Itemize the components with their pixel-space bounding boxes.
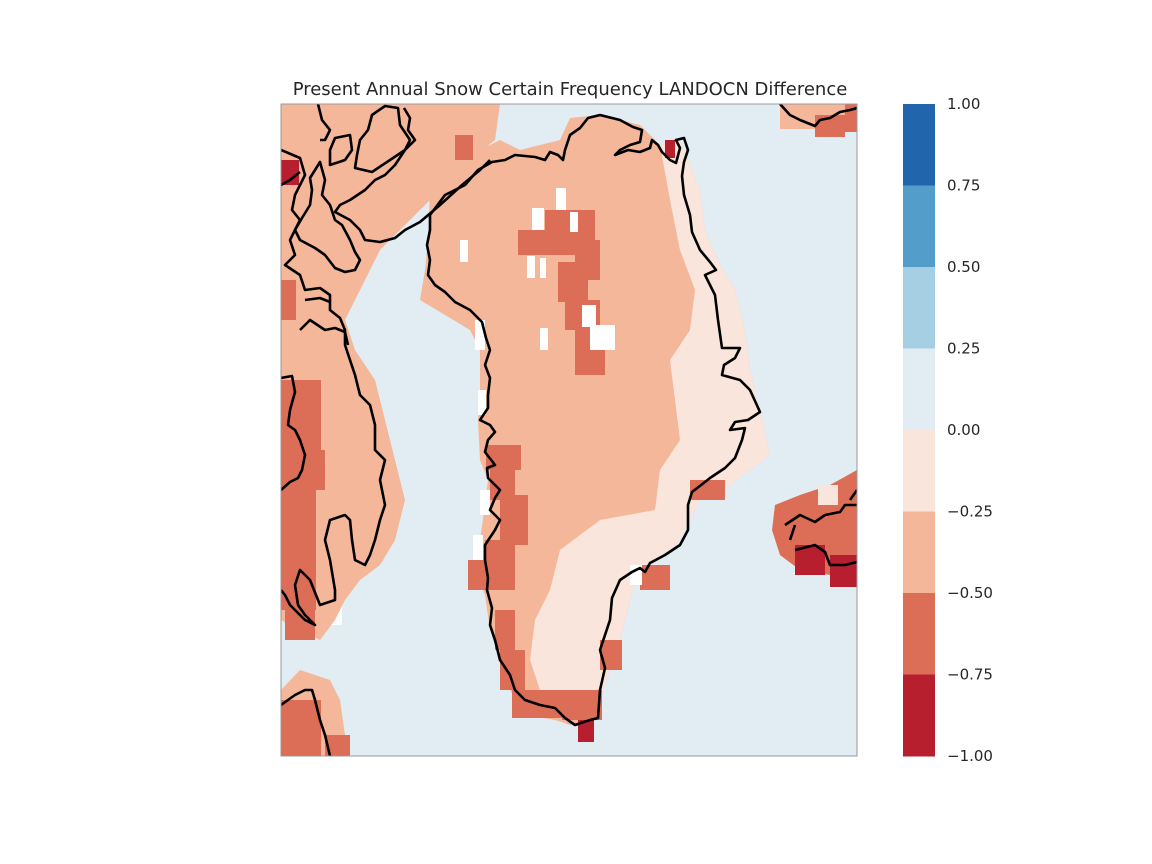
ellesmere-east-coastline xyxy=(353,104,412,174)
ellesmere-inner-coastline xyxy=(293,160,362,274)
colorbar-tick-label: 0.50 xyxy=(947,258,980,276)
baffin-coastline xyxy=(281,688,332,756)
greenland-field-darkest xyxy=(578,140,675,742)
ellesmere-north-coastline xyxy=(328,133,354,167)
baffin-field-dark xyxy=(281,700,350,756)
map-frame xyxy=(280,103,858,757)
northwest-coastline xyxy=(281,170,301,187)
colorbar-tick-label: 0.75 xyxy=(947,177,980,195)
colorbar-bin xyxy=(903,511,935,594)
devon-coastline xyxy=(281,374,307,491)
colorbar-tick-label: 0.25 xyxy=(947,340,980,358)
colorbar-tick-label: 0.00 xyxy=(947,421,980,439)
greenland-coastline xyxy=(425,113,762,727)
greenland-field-pale xyxy=(530,140,770,700)
colorbar-bins xyxy=(903,104,935,757)
coastlines xyxy=(281,104,857,756)
iceland-coastline xyxy=(784,489,857,567)
iceland-field-pale xyxy=(818,485,838,505)
ellesmere-coastline xyxy=(281,148,387,627)
colorbar-bin xyxy=(903,185,935,268)
canada-field-salmon xyxy=(281,104,500,640)
colorbar-tick-label: 1.00 xyxy=(947,95,980,113)
colorbar-bin xyxy=(903,104,935,186)
colorbar-bin xyxy=(903,674,935,757)
colorbar-tick-label: −0.50 xyxy=(947,584,993,602)
colorbar-tick-label: −0.25 xyxy=(947,503,993,521)
colorbar-bin xyxy=(903,267,935,349)
colorbar-tick-label: −0.75 xyxy=(947,666,993,684)
colorbar-tick-label: −1.00 xyxy=(947,747,993,765)
canada-upper-coastline xyxy=(299,296,350,346)
canada-field-darkest xyxy=(281,160,299,185)
colorbar-ticks: 1.00 0.75 0.50 0.25 0.00 −0.25 −0.50 −0.75 −1.00 xyxy=(947,95,993,765)
svalbard-coastline xyxy=(779,104,857,128)
colorbar-bin xyxy=(903,430,935,512)
colorbar-bin xyxy=(903,593,935,675)
ellesmere-strait-coastline xyxy=(316,104,491,244)
colorbar-bin xyxy=(903,348,935,431)
map-title: Present Annual Snow Certain Frequency LA… xyxy=(292,79,848,100)
